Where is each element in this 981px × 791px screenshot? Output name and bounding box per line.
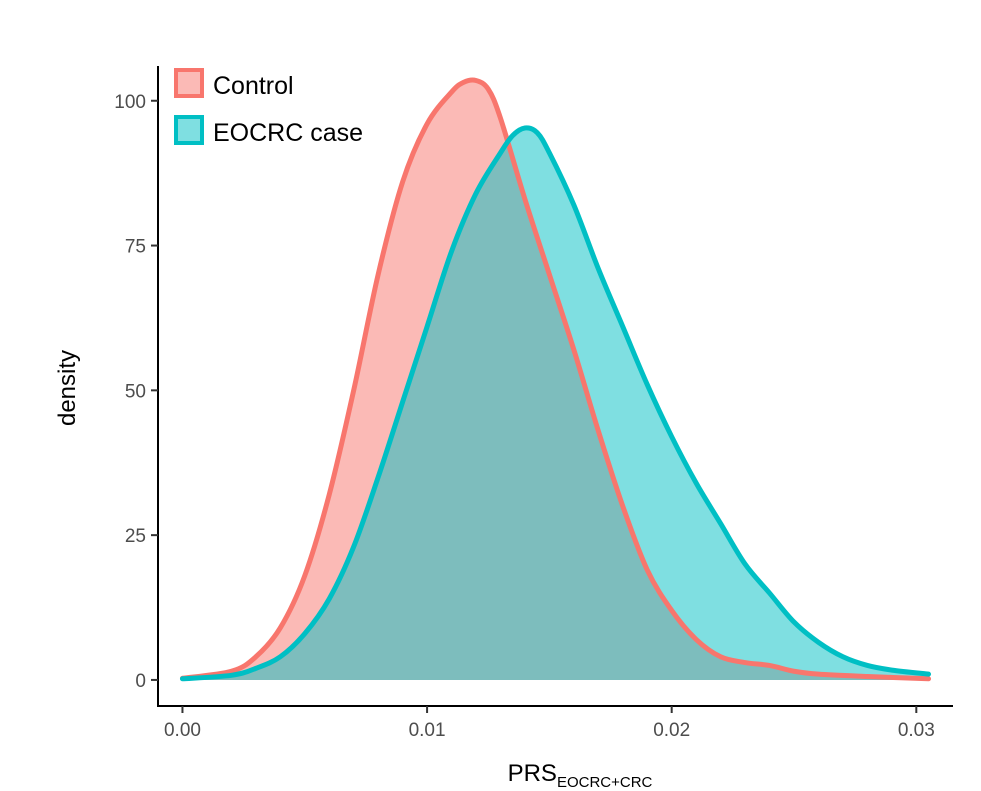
line-eocrc-case [179, 125, 932, 682]
y-tick-label: 50 [125, 381, 146, 402]
density-areas [182, 79, 929, 680]
legend-label-control: Control [213, 72, 294, 100]
x-axis-ticks: 0.00 0.01 0.02 0.03 [164, 706, 935, 741]
x-tick-label: 0.00 [164, 720, 201, 741]
y-tick-label: 0 [135, 671, 146, 692]
x-tick-label: 0.03 [898, 720, 935, 741]
legend-swatch-eocrc-case [174, 115, 204, 145]
y-tick-label: 75 [125, 237, 146, 258]
x-tick-label: 0.02 [653, 720, 690, 741]
x-axis-title: PRSEOCRC+CRC [508, 760, 653, 791]
density-outlines [179, 77, 932, 682]
legend-item-eocrc-case: EOCRC case [174, 115, 363, 147]
legend-swatch-control [174, 68, 204, 98]
y-tick-label: 25 [125, 526, 146, 547]
y-axis-ticks: 0 25 50 75 100 [114, 92, 158, 692]
legend-label-eocrc-case: EOCRC case [213, 119, 363, 147]
area-eocrc-case [182, 127, 929, 680]
y-tick-label: 100 [114, 92, 146, 113]
x-axis-title-subscript: EOCRC+CRC [557, 774, 653, 791]
legend: Control EOCRC case [174, 68, 363, 147]
y-axis-title: density [54, 350, 81, 426]
legend-item-control: Control [174, 68, 294, 100]
x-axis-title-main: PRS [508, 760, 557, 787]
x-tick-label: 0.01 [409, 720, 446, 741]
